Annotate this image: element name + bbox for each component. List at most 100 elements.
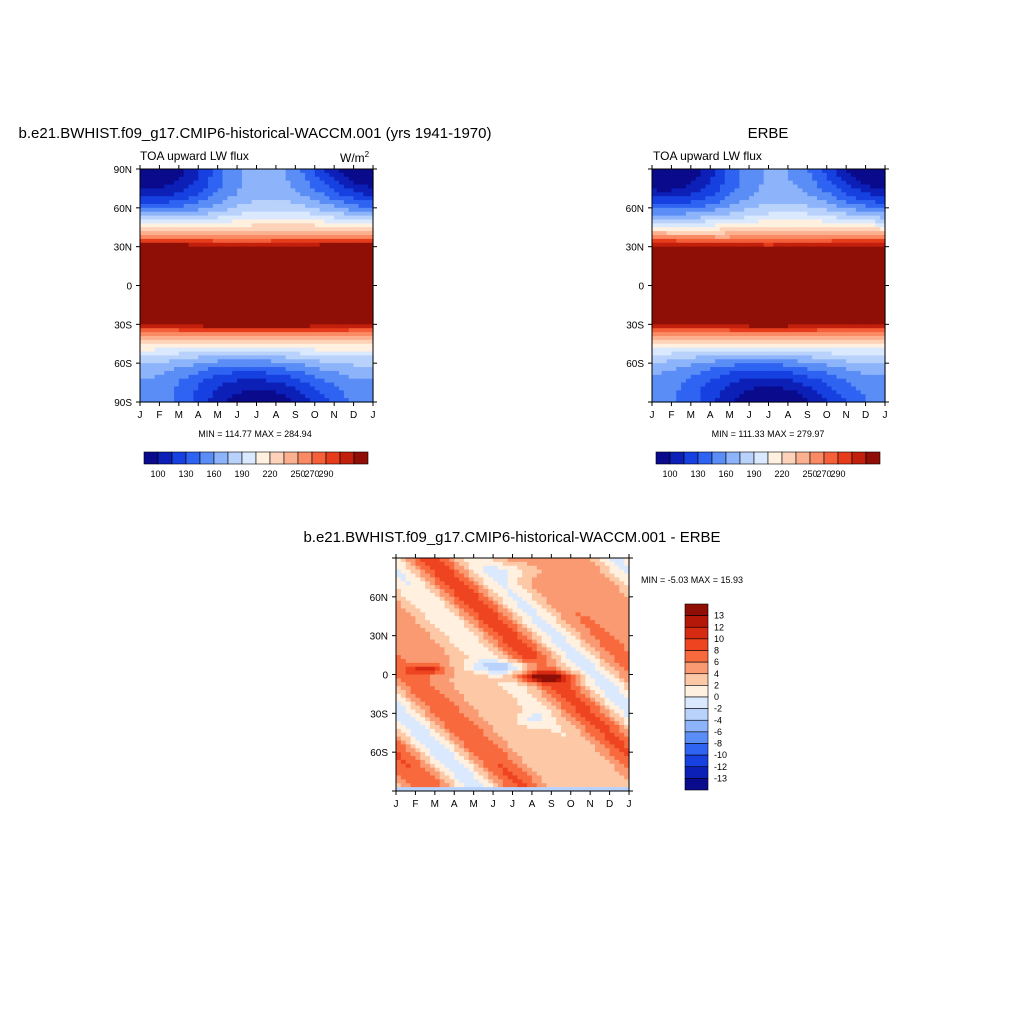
- contour-cell: [696, 192, 701, 196]
- contour-cell: [159, 181, 164, 185]
- contour-cell: [667, 258, 672, 262]
- contour-cell: [266, 239, 271, 243]
- contour-cell: [769, 216, 774, 220]
- contour-cell: [281, 208, 286, 212]
- contour-cell: [812, 173, 817, 177]
- contour-cell: [783, 282, 788, 286]
- contour-cell: [232, 169, 237, 173]
- contour-cell: [290, 204, 295, 208]
- contour-cell: [793, 227, 798, 231]
- contour-cell: [213, 243, 218, 247]
- contour-cell: [276, 173, 281, 177]
- contour-cell: [155, 270, 160, 274]
- contour-cell: [856, 313, 861, 317]
- contour-cell: [715, 286, 720, 290]
- contour-cell: [339, 185, 344, 189]
- contour-cell: [150, 243, 155, 247]
- contour-cell: [208, 254, 213, 258]
- contour-cell: [164, 293, 169, 297]
- contour-cell: [242, 352, 247, 356]
- contour-cell: [271, 301, 276, 305]
- contour-cell: [261, 212, 266, 216]
- contour-cell: [281, 305, 286, 309]
- contour-cell: [208, 305, 213, 309]
- contour-cell: [261, 348, 266, 352]
- contour-cell: [783, 204, 788, 208]
- contour-cell: [730, 208, 735, 212]
- contour-cell: [189, 235, 194, 239]
- contour-cell: [179, 297, 184, 301]
- contour-cell: [218, 231, 223, 235]
- contour-cell: [198, 328, 203, 332]
- contour-cell: [657, 196, 662, 200]
- contour-cell: [281, 394, 286, 398]
- contour-cell: [140, 185, 145, 189]
- contour-cell: [354, 367, 359, 371]
- contour-cell: [788, 227, 793, 231]
- contour-cell: [140, 177, 145, 181]
- contour-cell: [667, 192, 672, 196]
- contour-cell: [875, 317, 880, 321]
- contour-cell: [735, 328, 740, 332]
- contour-cell: [720, 227, 725, 231]
- contour-cell: [856, 286, 861, 290]
- contour-cell: [363, 286, 368, 290]
- contour-cell: [271, 192, 276, 196]
- contour-cell: [252, 371, 257, 375]
- contour-cell: [208, 185, 213, 189]
- contour-cell: [237, 208, 242, 212]
- contour-cell: [715, 227, 720, 231]
- contour-cell: [281, 274, 286, 278]
- contour-cell: [203, 355, 208, 359]
- contour-cell: [851, 239, 856, 243]
- contour-cell: [310, 390, 315, 394]
- contour-cell: [866, 227, 871, 231]
- contour-cell: [358, 336, 363, 340]
- contour-cell: [744, 251, 749, 255]
- contour-cell: [213, 355, 218, 359]
- contour-cell: [198, 301, 203, 305]
- contour-cell: [798, 235, 803, 239]
- contour-cell: [140, 328, 145, 332]
- contour-cell: [145, 386, 150, 390]
- contour-cell: [730, 305, 735, 309]
- contour-cell: [691, 270, 696, 274]
- contour-cell: [754, 188, 759, 192]
- contour-cell: [759, 177, 764, 181]
- contour-cell: [198, 185, 203, 189]
- contour-cell: [218, 239, 223, 243]
- contour-cell: [257, 324, 262, 328]
- contour-cell: [798, 185, 803, 189]
- contour-cell: [856, 192, 861, 196]
- contour-cell: [875, 320, 880, 324]
- contour-cell: [696, 297, 701, 301]
- contour-cell: [851, 309, 856, 313]
- contour-cell: [720, 177, 725, 181]
- contour-cell: [164, 301, 169, 305]
- contour-cell: [223, 394, 228, 398]
- contour-cell: [140, 320, 145, 324]
- contour-cell: [155, 386, 160, 390]
- contour-cell: [276, 200, 281, 204]
- contour-cell: [232, 336, 237, 340]
- contour-cell: [764, 313, 769, 317]
- contour-cell: [710, 282, 715, 286]
- contour-cell: [676, 219, 681, 223]
- contour-cell: [169, 274, 174, 278]
- contour-cell: [363, 200, 368, 204]
- contour-cell: [300, 324, 305, 328]
- contour-cell: [227, 239, 232, 243]
- contour-cell: [290, 235, 295, 239]
- contour-cell: [159, 204, 164, 208]
- contour-cell: [159, 355, 164, 359]
- contour-cell: [320, 212, 325, 216]
- contour-cell: [334, 270, 339, 274]
- contour-cell: [227, 278, 232, 282]
- contour-cell: [290, 313, 295, 317]
- contour-cell: [793, 258, 798, 262]
- contour-cell: [247, 344, 252, 348]
- contour-cell: [802, 204, 807, 208]
- contour-cell: [841, 313, 846, 317]
- contour-cell: [363, 243, 368, 247]
